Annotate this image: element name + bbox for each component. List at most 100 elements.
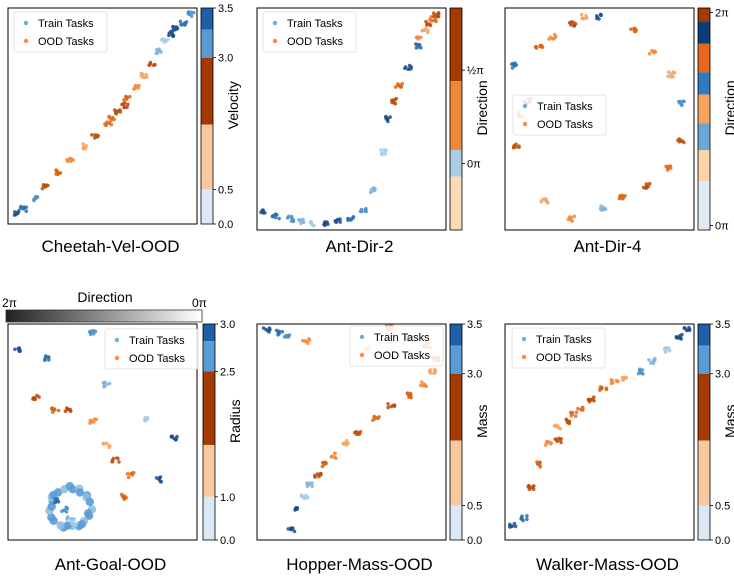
train-point bbox=[652, 358, 656, 362]
train-point bbox=[388, 115, 392, 119]
train-point bbox=[277, 329, 281, 334]
train-point bbox=[16, 209, 21, 213]
ood-point bbox=[573, 22, 578, 26]
ood-point bbox=[644, 182, 649, 186]
colorbar-tick-label: 0.0 bbox=[220, 535, 235, 547]
ood-point bbox=[94, 417, 99, 422]
colorbar-segment bbox=[450, 345, 462, 374]
train-point bbox=[419, 45, 423, 50]
legend-ood-label: OOD Tasks bbox=[287, 36, 344, 48]
train-point bbox=[84, 511, 94, 520]
ood-point bbox=[392, 404, 397, 408]
train-point bbox=[64, 510, 69, 514]
colorbar: 0π 2π Direction bbox=[697, 7, 734, 233]
colorbar-tick-label: 0π bbox=[715, 221, 729, 233]
ood-point bbox=[677, 137, 681, 141]
train-point bbox=[107, 381, 112, 386]
ood-point bbox=[567, 419, 571, 424]
ood-point bbox=[332, 455, 337, 460]
legend-train-marker bbox=[114, 337, 120, 343]
colorbar-segment bbox=[698, 150, 710, 182]
colorbar-segment bbox=[203, 341, 215, 372]
ood-point bbox=[409, 393, 413, 397]
legend: Train Tasks OOD Tasks bbox=[349, 325, 444, 367]
train-point bbox=[603, 207, 608, 211]
ood-point bbox=[584, 16, 589, 20]
top-bar-title: Direction bbox=[77, 289, 132, 305]
train-point bbox=[289, 219, 294, 223]
ood-point bbox=[623, 375, 627, 380]
train-point bbox=[161, 37, 165, 41]
train-point bbox=[649, 361, 653, 365]
ood-point bbox=[546, 201, 550, 205]
ood-point bbox=[302, 339, 307, 343]
train-point bbox=[507, 522, 512, 527]
ood-point bbox=[666, 74, 670, 79]
ood-point bbox=[423, 383, 428, 388]
train-point bbox=[382, 148, 387, 152]
ood-point bbox=[372, 415, 377, 419]
ood-point bbox=[343, 440, 348, 445]
train-point bbox=[510, 66, 515, 70]
train-point bbox=[174, 27, 178, 32]
colorbar-segment bbox=[450, 440, 462, 506]
legend-train-label: Train Tasks bbox=[129, 335, 185, 347]
ood-point bbox=[566, 217, 571, 222]
legend: Train Tasks OOD Tasks bbox=[262, 11, 357, 53]
train-point bbox=[265, 328, 270, 333]
colorbar-segment bbox=[698, 440, 710, 506]
legend-ood-marker bbox=[359, 352, 365, 358]
ood-point bbox=[429, 15, 433, 19]
legend-train-label: Train Tasks bbox=[287, 18, 343, 30]
ood-point bbox=[589, 397, 594, 402]
ood-point bbox=[54, 172, 58, 176]
legend-ood-marker bbox=[521, 354, 527, 360]
top-bar-gradient bbox=[5, 309, 203, 323]
colorbar-segment bbox=[698, 181, 710, 230]
ood-point bbox=[391, 101, 396, 105]
chart-panel: Train Tasks OOD Tasks 0.0 0.5 3.0 3.5 Velocity… bbox=[7, 3, 241, 256]
train-point bbox=[599, 208, 604, 212]
ood-point bbox=[144, 72, 148, 77]
train-point bbox=[24, 205, 29, 210]
train-point bbox=[595, 14, 599, 18]
ood-point bbox=[58, 171, 63, 175]
train-point bbox=[403, 65, 408, 69]
ood-point bbox=[615, 379, 620, 384]
train-point bbox=[351, 215, 356, 219]
colorbar-tick-label: 3.5 bbox=[218, 3, 233, 15]
ood-point bbox=[130, 473, 135, 477]
legend: Train Tasks OOD Tasks bbox=[512, 94, 607, 136]
ood-point bbox=[120, 102, 124, 107]
train-point bbox=[183, 23, 187, 27]
train-point bbox=[65, 515, 70, 519]
ood-point bbox=[549, 441, 553, 446]
colorbar-tick-label: ½π bbox=[467, 65, 484, 77]
ood-point bbox=[609, 381, 614, 386]
ood-point bbox=[574, 410, 579, 415]
ood-point bbox=[431, 11, 436, 15]
ood-point bbox=[389, 404, 394, 409]
ood-point bbox=[573, 414, 578, 419]
ood-point bbox=[95, 134, 100, 139]
train-point bbox=[43, 358, 47, 363]
direction-gradient-bar: Direction 2π 0π bbox=[2, 289, 207, 323]
ood-point bbox=[405, 391, 410, 395]
colorbar-tick-label: 0.0 bbox=[218, 219, 233, 231]
train-point bbox=[512, 521, 517, 526]
chart-panel: Train Tasks OOD Tasks 0.0 1.0 2.5 3.0 Radius An… bbox=[7, 319, 243, 574]
colorbar: 0.0 0.5 3.0 3.5 Mass bbox=[697, 319, 734, 547]
legend-ood-label: OOD Tasks bbox=[537, 119, 594, 131]
ood-point bbox=[92, 136, 97, 140]
ood-point bbox=[102, 442, 106, 446]
ood-point bbox=[124, 95, 129, 100]
ood-point bbox=[576, 406, 580, 411]
ood-point bbox=[142, 75, 147, 80]
colorbar: 0.0 0.5 3.0 3.5 Velocity bbox=[200, 3, 241, 231]
ood-point bbox=[581, 17, 586, 21]
ood-point bbox=[391, 98, 396, 102]
train-point bbox=[169, 435, 174, 439]
ood-point bbox=[110, 460, 114, 464]
legend-train-label: Train Tasks bbox=[374, 332, 430, 344]
